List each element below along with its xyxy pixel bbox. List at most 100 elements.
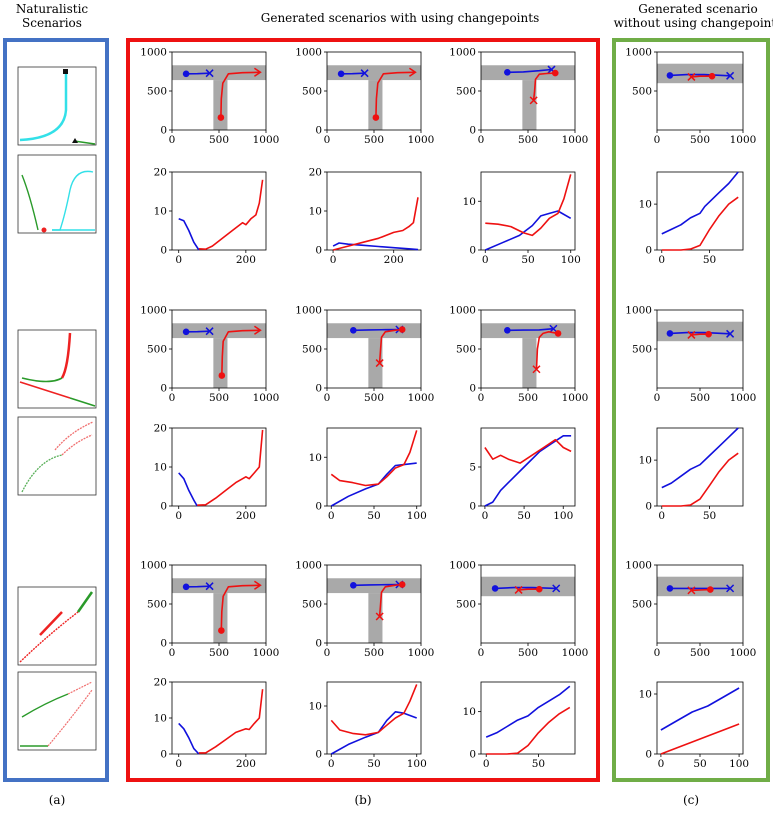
y-tick-label: 5 xyxy=(469,462,476,474)
chart-panel-18: 0 50 0 10 xyxy=(463,681,576,770)
y-tick-label: 0 xyxy=(315,383,322,395)
series-line-red xyxy=(332,197,419,251)
x-tick-label: 200 xyxy=(236,510,256,522)
chart-panel-6: 0 200 0 10 20 xyxy=(154,677,267,770)
y-tick-label: 10 xyxy=(463,706,476,718)
nat-thumb-6-red-b xyxy=(47,689,93,747)
nat-thumb-2-cyan xyxy=(52,170,94,231)
x-tick-label: 0 xyxy=(482,510,489,522)
series-line-blue xyxy=(485,685,571,738)
end-marker-red xyxy=(375,359,384,368)
series-line-blue xyxy=(661,171,739,235)
y-tick-label: 1000 xyxy=(295,560,322,572)
series-line-blue xyxy=(330,710,417,755)
x-tick-label: 200 xyxy=(384,254,404,266)
start-marker-blue xyxy=(666,330,674,337)
y-tick-label: 0 xyxy=(315,125,322,137)
y-tick-label: 500 xyxy=(456,86,476,98)
caption-b: (b) xyxy=(354,793,371,807)
series-line-red xyxy=(660,723,740,755)
x-tick-label: 500 xyxy=(364,134,384,146)
end-marker-blue xyxy=(726,329,735,338)
x-tick-label: 100 xyxy=(407,510,427,522)
x-tick-label: 1000 xyxy=(408,647,435,659)
chart-panel-21: 0 500 1000 500 1000 xyxy=(625,305,756,405)
end-marker-red xyxy=(687,330,696,339)
x-tick-label: 50 xyxy=(521,254,534,266)
without-changepoints-frame xyxy=(612,38,770,782)
x-tick-label: 50 xyxy=(367,510,380,522)
y-tick-label: 500 xyxy=(302,599,322,611)
nat-thumb-1-green xyxy=(73,140,96,145)
end-marker-blue xyxy=(726,71,735,80)
end-marker-blue xyxy=(726,584,735,593)
y-tick-label: 1000 xyxy=(140,305,167,317)
series-line-blue xyxy=(484,434,572,507)
series-line-red xyxy=(330,430,418,487)
x-tick-label: 1000 xyxy=(562,134,589,146)
nat-thumb-3-green-a xyxy=(21,377,63,383)
x-tick-label: 50 xyxy=(703,510,716,522)
y-tick-label: 10 xyxy=(309,206,322,218)
series-line-blue xyxy=(186,585,210,588)
nat-thumb-2-red-dot xyxy=(41,227,47,233)
end-arrow-red xyxy=(254,580,262,590)
plot-frame xyxy=(171,681,267,755)
y-tick-label: 1000 xyxy=(625,47,652,59)
y-tick-label: 0 xyxy=(469,383,476,395)
x-tick-label: 0 xyxy=(658,254,665,266)
x-tick-label: 1000 xyxy=(253,647,280,659)
start-marker-red xyxy=(217,114,225,121)
y-tick-label: 500 xyxy=(147,86,167,98)
y-tick-label: 500 xyxy=(632,86,652,98)
start-marker-red xyxy=(218,627,225,634)
y-tick-label: 1000 xyxy=(625,305,652,317)
chart-panel-16: 0 50 100 0 5 xyxy=(469,427,576,522)
chart-panel-9: 0 500 1000 0 500 1000 xyxy=(295,305,434,405)
nat-thumb-5-red-a xyxy=(39,611,63,636)
start-marker-red xyxy=(372,114,380,121)
x-tick-label: 500 xyxy=(690,647,710,659)
y-tick-label: 0 xyxy=(645,501,652,513)
x-tick-label: 0 xyxy=(324,134,331,146)
y-tick-label: 1000 xyxy=(140,47,167,59)
x-tick-label: 0 xyxy=(478,647,485,659)
y-tick-label: 0 xyxy=(160,749,167,761)
start-marker-blue xyxy=(504,326,511,334)
start-marker-blue xyxy=(182,328,190,336)
y-tick-label: 10 xyxy=(154,206,167,218)
y-tick-label: 1000 xyxy=(449,47,476,59)
y-tick-label: 500 xyxy=(302,344,322,356)
y-tick-label: 0 xyxy=(160,501,167,513)
series-line-red xyxy=(661,196,739,251)
end-marker-blue xyxy=(205,582,214,591)
series-line-blue xyxy=(507,327,554,332)
y-tick-label: 500 xyxy=(632,344,652,356)
end-marker-blue xyxy=(205,327,214,336)
x-tick-label: 50 xyxy=(703,254,716,266)
road-straight xyxy=(481,576,575,597)
chart-panel-15: 0 500 1000 0 500 1000 xyxy=(449,305,588,405)
end-marker-blue xyxy=(205,69,214,78)
nat-thumb-6-red-a xyxy=(67,681,93,695)
x-tick-label: 0 xyxy=(658,758,665,770)
y-tick-label: 10 xyxy=(309,452,322,464)
header-without-line: without using changepoints xyxy=(614,16,773,30)
road-horizontal xyxy=(481,65,575,81)
plot-frame xyxy=(326,681,422,755)
start-marker-blue xyxy=(182,70,190,78)
x-tick-label: 1000 xyxy=(730,647,757,659)
road-straight xyxy=(657,321,743,342)
x-tick-label: 500 xyxy=(209,647,229,659)
x-tick-label: 0 xyxy=(328,758,335,770)
x-tick-label: 0 xyxy=(169,647,176,659)
x-tick-label: 500 xyxy=(364,647,384,659)
series-line-red xyxy=(691,588,711,592)
y-tick-label: 20 xyxy=(154,677,167,689)
plot-frame xyxy=(171,171,267,251)
x-tick-label: 0 xyxy=(478,392,485,404)
series-line-red xyxy=(378,583,403,617)
start-marker-red xyxy=(705,330,712,338)
series-line-red xyxy=(691,75,712,78)
